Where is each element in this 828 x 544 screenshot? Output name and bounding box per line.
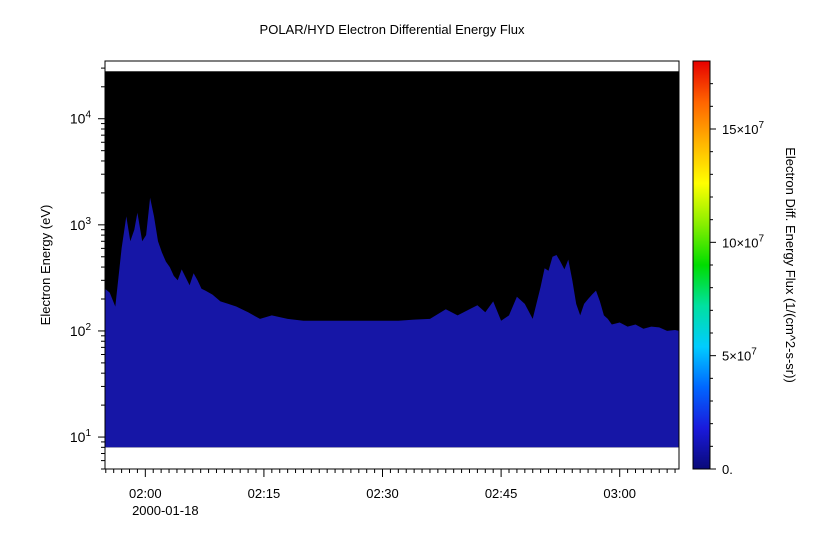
colorbar: 0. 5×107 10×107 15×107 <box>692 60 765 477</box>
x-tick-label: 02:45 <box>485 486 518 501</box>
x-tick-label: 03:00 <box>603 486 636 501</box>
y-tick-label: 103 <box>70 216 92 233</box>
y-axis: 101 102 103 104 <box>70 67 105 470</box>
y-tick-label: 101 <box>70 428 92 445</box>
x-tick-label: 02:30 <box>366 486 399 501</box>
colorbar-gradient <box>692 60 711 470</box>
y-tick-label: 102 <box>70 322 92 339</box>
colorbar-label: Electron Diff. Energy Flux (1/(cm^2-s-sr… <box>783 147 798 383</box>
y-axis-label: Electron Energy (eV) <box>38 205 53 326</box>
x-tick-label: 02:15 <box>248 486 281 501</box>
colorbar-tick-label: 10×107 <box>722 233 765 250</box>
x-tick-label: 02:00 <box>129 486 162 501</box>
colorbar-tick-label: 0. <box>722 462 733 477</box>
colorbar-ticks: 0. 5×107 10×107 15×107 <box>710 83 765 477</box>
x-date-label: 2000-01-18 <box>132 503 199 518</box>
colorbar-tick-label: 5×107 <box>722 347 757 364</box>
plot-frame <box>104 60 680 470</box>
colorbar-tick-label: 15×107 <box>722 120 765 137</box>
flux-fill <box>105 197 679 448</box>
x-axis: 02:00 02:15 02:30 02:45 03:00 <box>105 469 676 501</box>
chart-title: POLAR/HYD Electron Differential Energy F… <box>260 22 525 37</box>
y-tick-label: 104 <box>70 110 92 127</box>
plot-area <box>104 60 680 470</box>
